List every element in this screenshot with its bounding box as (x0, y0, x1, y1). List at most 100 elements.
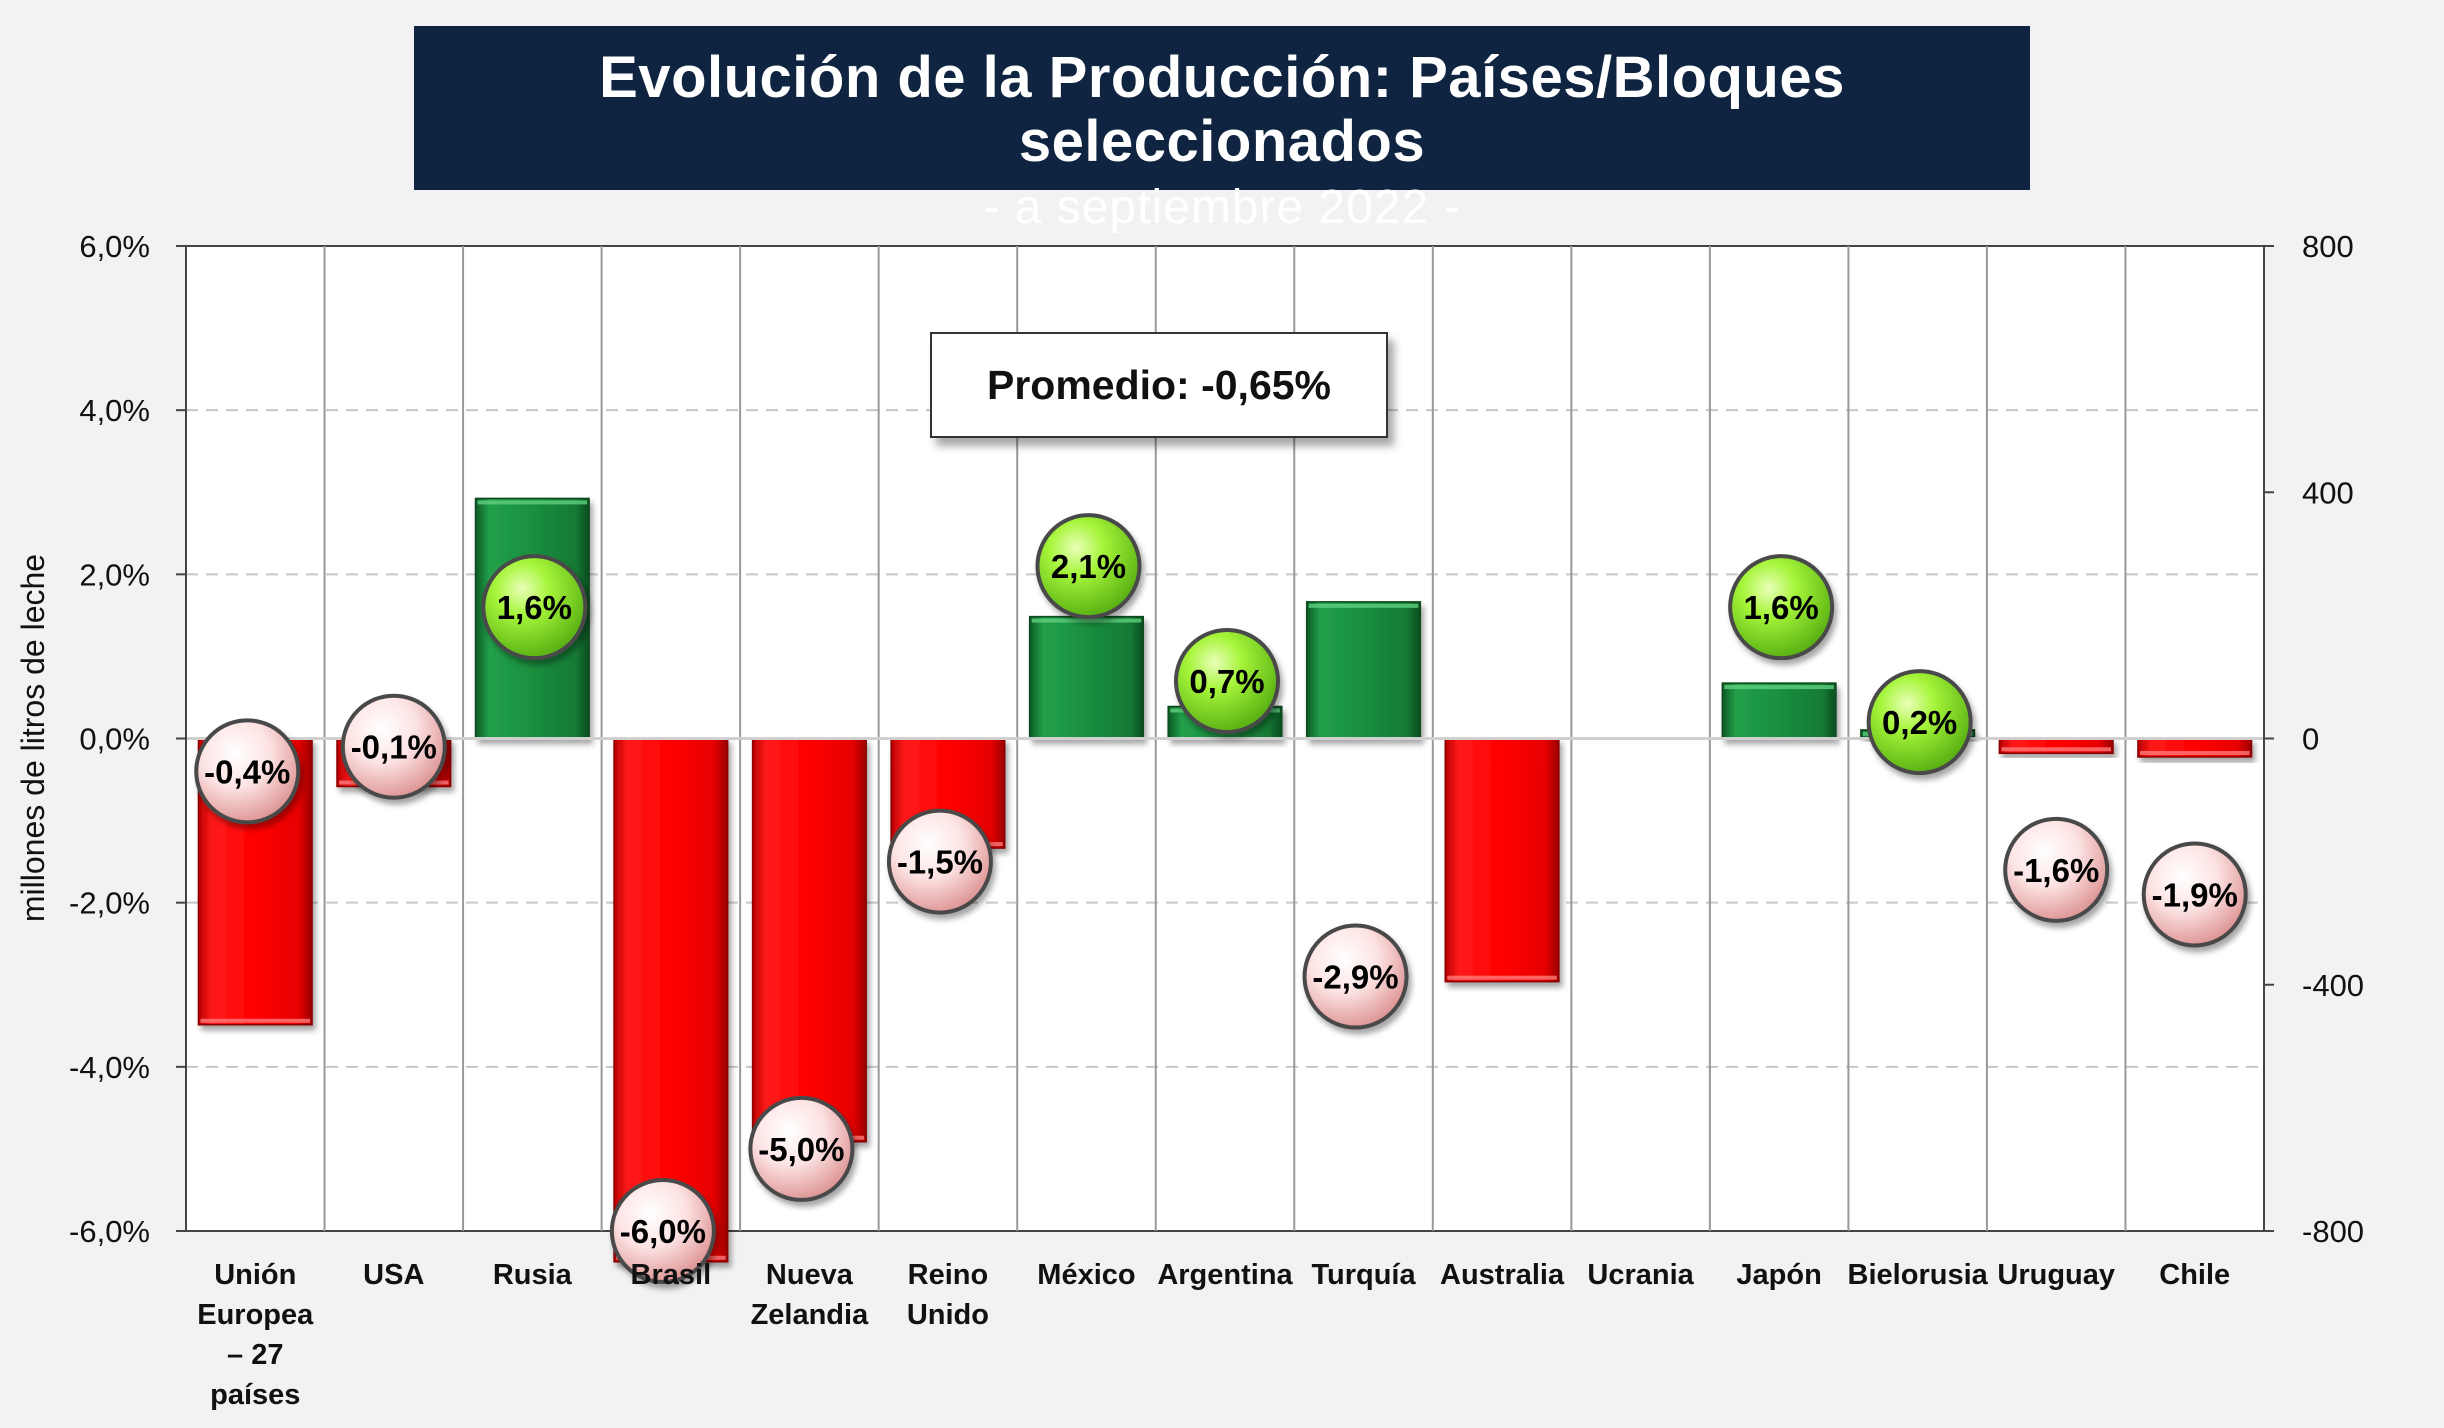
x-tick-label-line: Ucrania (1587, 1259, 1694, 1291)
x-tick-label-line: Unido (907, 1299, 989, 1331)
y-left-tick-label: -4,0% (69, 1050, 150, 1085)
x-tick-label: México (1037, 1259, 1135, 1291)
bar-highlight (200, 1018, 311, 1023)
y-left-tick-label: 6,0% (79, 229, 150, 264)
x-tick-label-line: Nueva (766, 1259, 854, 1291)
y-left-tick-label: -2,0% (69, 886, 150, 921)
x-tick-label: USA (363, 1259, 424, 1291)
bubble-label: 1,6% (497, 589, 572, 626)
x-tick-label-line: Europea (197, 1299, 314, 1331)
x-tick-label-line: Uruguay (1997, 1259, 2115, 1291)
bubble-label: 0,2% (1882, 704, 1957, 741)
bar-positive (1305, 601, 1422, 740)
percent-bubbles: -0,4% -0,1% 1,6% -6,0% -5,0% -1,5% 2,1% 0,7% -2,… (194, 513, 2248, 1284)
x-tick-label-line: países (210, 1379, 300, 1411)
x-tick-label: Ucrania (1587, 1259, 1694, 1291)
bubble-circle (886, 808, 993, 915)
bubble-label: -6,0% (620, 1213, 706, 1250)
x-tick-label-line: Reino (908, 1259, 989, 1291)
bubble-circle (1035, 513, 1142, 620)
promedio-text: Promedio: -0,65% (986, 361, 1332, 408)
bar-highlight (1031, 618, 1142, 623)
y-right-tick-label: 0 (2302, 722, 2319, 757)
percent-bubble: -6,0% (609, 1178, 716, 1284)
percent-bubble: -5,0% (748, 1095, 855, 1202)
bar-negative (613, 737, 729, 1263)
bubble-label: -1,6% (2013, 852, 2099, 889)
bubble-label: -5,0% (758, 1131, 844, 1168)
bar-negative (751, 737, 867, 1143)
bubble-circle (748, 1095, 855, 1202)
percent-bubble: 0,7% (1174, 628, 1280, 735)
x-tick-label-line: México (1037, 1259, 1135, 1291)
bar-highlight (1724, 685, 1834, 690)
bubble-circle (609, 1178, 716, 1284)
x-tick-label: Chile (2159, 1259, 2230, 1291)
bar-negative (1444, 737, 1560, 983)
bar-positive (1028, 615, 1145, 740)
percent-bubble: 1,6% (1728, 554, 1835, 661)
y-axis-left: 6,0% 4,0% 2,0% 0,0% -2,0% -4,0% -6,0% (69, 229, 187, 1249)
y-left-tick-label: 2,0% (79, 557, 150, 592)
bubble-circle (2003, 816, 2110, 923)
x-tick-label-line: Brasil (631, 1259, 712, 1291)
y-left-tick-label: 4,0% (79, 393, 150, 428)
x-tick-label: Rusia (493, 1259, 573, 1291)
x-tick-label: Brasil (631, 1259, 712, 1291)
bubble-circle (194, 718, 301, 825)
promedio-annotation: Promedio: -0,65% (930, 332, 1388, 438)
bar-highlight (2001, 747, 2111, 752)
x-tick-label: Uruguay (1997, 1259, 2115, 1291)
x-tick-label: Unión Europea – 27 países (197, 1259, 314, 1411)
x-tick-label-line: USA (363, 1259, 424, 1291)
y-right-tick-label: -400 (2302, 968, 2364, 1003)
bubble-label: -1,5% (897, 844, 983, 881)
x-tick-label: Bielorusia (1848, 1259, 1989, 1291)
x-axis-labels: Unión Europea – 27 países USA Rusia Brasil Nuev… (197, 1259, 2230, 1411)
bubble-circle (1174, 628, 1280, 735)
x-tick-label: Argentina (1157, 1259, 1293, 1291)
x-tick-label-line: Rusia (493, 1259, 573, 1291)
x-tick-label-line: Turquía (1311, 1259, 1416, 1291)
percent-bubble: -1,6% (2003, 816, 2110, 923)
x-tick-label-line: Bielorusia (1848, 1259, 1989, 1291)
percent-bubble: -0,1% (340, 693, 447, 800)
chart-subtitle: - a septiembre 2022 - (983, 181, 1461, 234)
y-right-tick-label: -800 (2302, 1214, 2364, 1249)
y-left-tick-label: 0,0% (79, 722, 150, 757)
y-axis-title: millones de litros de leche (15, 554, 51, 922)
percent-bubble: -1,9% (2141, 841, 2248, 948)
bubble-circle (2141, 841, 2248, 948)
x-tick-label: Japón (1736, 1259, 1821, 1291)
bubble-circle (340, 693, 447, 800)
x-tick-label-line: – 27 (227, 1339, 283, 1371)
bar-highlight (1447, 975, 1557, 980)
percent-bubble: 1,6% (481, 554, 588, 661)
y-axis-right: 800 400 0 -400 -800 (2263, 229, 2364, 1249)
bar-highlight (2139, 750, 2250, 755)
x-tick-label-line: Zelandia (751, 1299, 870, 1331)
bubble-label: -2,9% (1312, 959, 1398, 996)
percent-bubble: -1,5% (886, 808, 993, 915)
bubble-circle (1866, 669, 1973, 776)
y-right-tick-label: 800 (2302, 229, 2354, 264)
bubble-label: 2,1% (1051, 548, 1126, 585)
bubble-label: -0,4% (204, 753, 290, 790)
chart-title: Evolución de la Producción: Países/Bloqu… (599, 45, 1845, 174)
bar-highlight (477, 500, 588, 505)
bubble-label: -1,9% (2152, 876, 2238, 913)
x-tick-label-line: Japón (1736, 1259, 1821, 1291)
percent-bubble: -0,4% (194, 718, 301, 825)
y-right-tick-label: 400 (2302, 475, 2354, 510)
bar-positive (1721, 682, 1837, 740)
bubble-label: 1,6% (1744, 589, 1819, 626)
bubble-label: 0,7% (1189, 663, 1264, 700)
bar-highlight (1308, 603, 1419, 608)
bubble-circle (481, 554, 588, 661)
y-left-tick-label: -6,0% (69, 1214, 150, 1249)
x-tick-label-line: Australia (1440, 1259, 1565, 1291)
percent-bubble: -2,9% (1302, 923, 1409, 1030)
x-tick-label: Turquía (1311, 1259, 1416, 1291)
x-tick-label: Reino Unido (907, 1259, 989, 1331)
